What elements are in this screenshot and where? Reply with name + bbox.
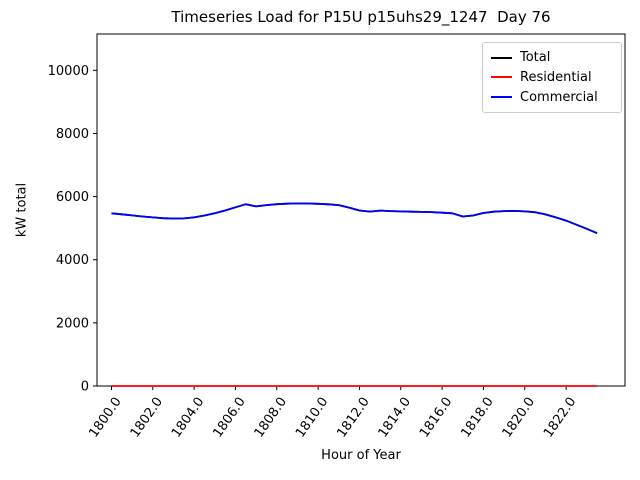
x-tick-label: 1802.0 [128,395,166,441]
x-tick-label: 1810.0 [293,395,331,441]
legend-label-commercial: Commercial [520,89,598,105]
x-tick-label: 1814.0 [376,395,414,441]
legend-label-residential: Residential [520,69,592,85]
x-tick-label: 1812.0 [334,395,372,441]
x-tick-label: 1800.0 [86,395,124,441]
chart-title: Timeseries Load for P15U p15uhs29_1247 D… [171,8,551,26]
legend: Total Residential Commercial [482,42,622,113]
legend-line-total-icon [491,56,512,59]
y-tick-label: 10000 [48,64,89,79]
x-tick-label: 1806.0 [210,395,248,441]
x-tick-label: 1808.0 [252,395,290,441]
x-tick-label: 1804.0 [169,395,207,441]
legend-label-total: Total [520,50,551,66]
y-tick-label: 0 [81,380,89,395]
y-tick-label: 2000 [56,316,89,331]
y-tick-label: 6000 [56,190,89,205]
legend-entry-total: Total [491,49,613,66]
legend-entry-commercial: Commercial [491,89,613,106]
x-tick-label: 1820.0 [500,395,538,441]
x-tick-label: 1818.0 [458,395,496,441]
x-tick-label: 1816.0 [417,395,455,441]
y-tick-label: 8000 [56,127,89,142]
x-axis-label: Hour of Year [321,448,401,463]
y-tick-label: 4000 [56,253,89,268]
x-tick-label: 1822.0 [541,395,579,441]
series-commercial-line [111,202,598,235]
legend-line-commercial-icon [491,96,512,99]
legend-entry-residential: Residential [491,69,613,86]
legend-line-residential-icon [491,76,512,79]
y-axis-label: kW total [14,182,30,238]
